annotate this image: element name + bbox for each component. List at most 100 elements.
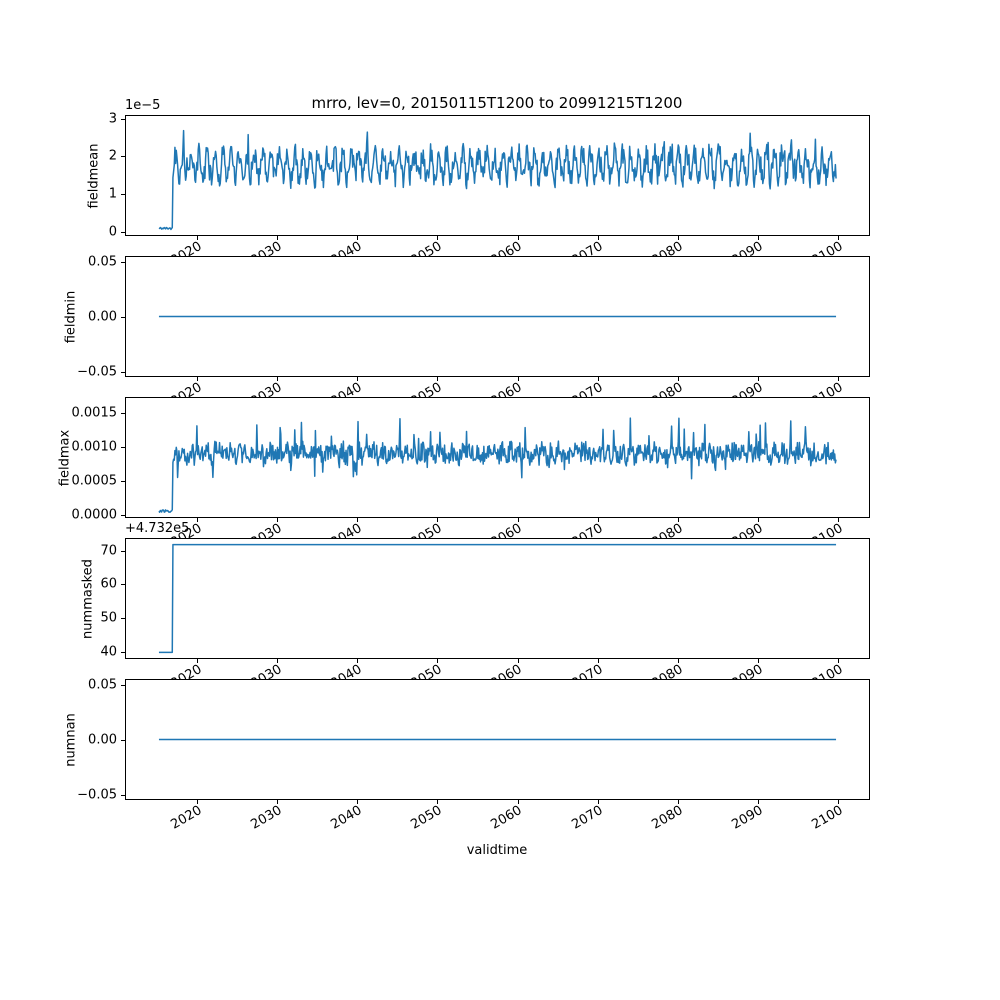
x-tick-mark [757, 377, 759, 381]
y-tick-mark [121, 412, 125, 414]
x-tick-mark [437, 659, 439, 663]
x-tick-mark [677, 659, 679, 663]
x-tick-mark [437, 377, 439, 381]
numnan-series-line [158, 738, 837, 741]
y-tick-mark [121, 261, 125, 263]
x-tick-label-text: 2040 [328, 803, 365, 833]
x-tick-mark [197, 377, 199, 381]
x-tick-mark [597, 236, 599, 240]
x-tick-mark [277, 659, 279, 663]
x-tick-mark [597, 659, 599, 663]
y-tick-label: 40 [100, 644, 117, 660]
fieldmin-plot-area [125, 256, 870, 377]
x-axis-label: validtime [466, 843, 528, 858]
fieldmean-offset-text: 1e−5 [125, 98, 161, 113]
fieldmean-series-line [158, 129, 837, 231]
y-tick-mark [121, 617, 125, 619]
x-tick-mark [517, 236, 519, 240]
x-tick-mark [597, 800, 599, 804]
x-tick-mark [357, 800, 359, 804]
x-tick-mark [197, 518, 199, 522]
y-tick-label: 0.0005 [71, 473, 118, 489]
x-tick-mark [277, 518, 279, 522]
x-tick-mark [838, 236, 839, 240]
y-tick-mark [121, 316, 125, 318]
x-tick-mark [197, 659, 199, 663]
x-tick-mark [597, 377, 599, 381]
y-tick-mark [121, 446, 125, 448]
y-tick-mark [121, 794, 125, 796]
x-tick-mark [277, 377, 279, 381]
y-tick-label: 0.0015 [71, 405, 118, 421]
y-tick-label: 0.0000 [71, 507, 118, 523]
figure-title: mrro, lev=0, 20150115T1200 to 20991215T1… [311, 94, 683, 112]
y-tick-label: 0.0010 [71, 439, 118, 455]
x-tick-label-text: 2030 [248, 803, 285, 833]
fieldmean-plot-area [125, 115, 870, 236]
x-tick-mark [517, 659, 519, 663]
x-tick-mark [437, 518, 439, 522]
fieldmax-series-line [158, 417, 837, 513]
x-tick-mark [597, 518, 599, 522]
x-tick-mark [677, 236, 679, 240]
y-tick-label: 0.00 [88, 309, 117, 324]
y-tick-mark [121, 193, 125, 195]
x-tick-mark [838, 659, 839, 663]
y-tick-label: −0.05 [77, 787, 117, 802]
x-tick-mark [517, 377, 519, 381]
fieldmin-series-line [158, 315, 837, 318]
x-tick-mark [677, 377, 679, 381]
x-tick-mark [437, 800, 439, 804]
x-tick-label-text: 2080 [649, 803, 686, 833]
x-tick-mark [517, 800, 519, 804]
x-tick-mark [277, 236, 279, 240]
y-tick-label: 0.05 [88, 677, 117, 692]
x-tick-mark [757, 236, 759, 240]
y-tick-mark [121, 480, 125, 482]
x-tick-mark [838, 518, 839, 522]
x-tick-mark [757, 800, 759, 804]
y-tick-mark [121, 651, 125, 653]
y-tick-label: 3 [108, 111, 117, 127]
x-tick-mark [838, 377, 839, 381]
nummasked-offset-text: +4.732e5 [125, 521, 190, 536]
x-tick-mark [357, 377, 359, 381]
y-tick-mark [121, 371, 125, 373]
x-tick-mark [838, 800, 839, 804]
x-tick-mark [277, 800, 279, 804]
fieldmax-plot-area [125, 397, 870, 518]
x-tick-mark [197, 236, 199, 240]
x-tick-mark [197, 800, 199, 804]
numnan-plot-area [125, 679, 870, 800]
nummasked-axis-label: nummasked [80, 558, 96, 639]
y-tick-mark [121, 739, 125, 741]
y-tick-label: 0.05 [88, 254, 117, 269]
y-tick-mark [121, 231, 125, 233]
x-tick-label-text: 2100 [809, 803, 846, 833]
x-tick-mark [677, 800, 679, 804]
y-tick-label: 60 [100, 576, 117, 592]
x-tick-mark [677, 518, 679, 522]
x-tick-label-text: 2050 [408, 803, 445, 833]
y-tick-mark [121, 156, 125, 158]
y-tick-mark [121, 118, 125, 120]
x-tick-label-text: 2060 [488, 803, 525, 833]
x-tick-label-text: 2090 [729, 803, 766, 833]
nummasked-plot-area [125, 538, 870, 659]
y-tick-label: −0.05 [77, 364, 117, 379]
y-tick-label: 0 [108, 224, 117, 239]
y-tick-mark [121, 684, 125, 686]
y-tick-label: 0.00 [88, 732, 117, 747]
x-tick-mark [357, 659, 359, 663]
nummasked-series-line [158, 543, 837, 654]
x-tick-label-text: 2070 [568, 803, 606, 833]
y-tick-mark [121, 514, 125, 516]
y-tick-label: 2 [108, 148, 117, 164]
x-tick-label-text: 2020 [168, 803, 205, 833]
y-tick-label: 1 [108, 186, 117, 202]
y-tick-label: 50 [100, 610, 117, 626]
y-tick-label: 70 [100, 543, 117, 558]
x-tick-mark [517, 518, 519, 522]
x-tick-mark [357, 518, 359, 522]
